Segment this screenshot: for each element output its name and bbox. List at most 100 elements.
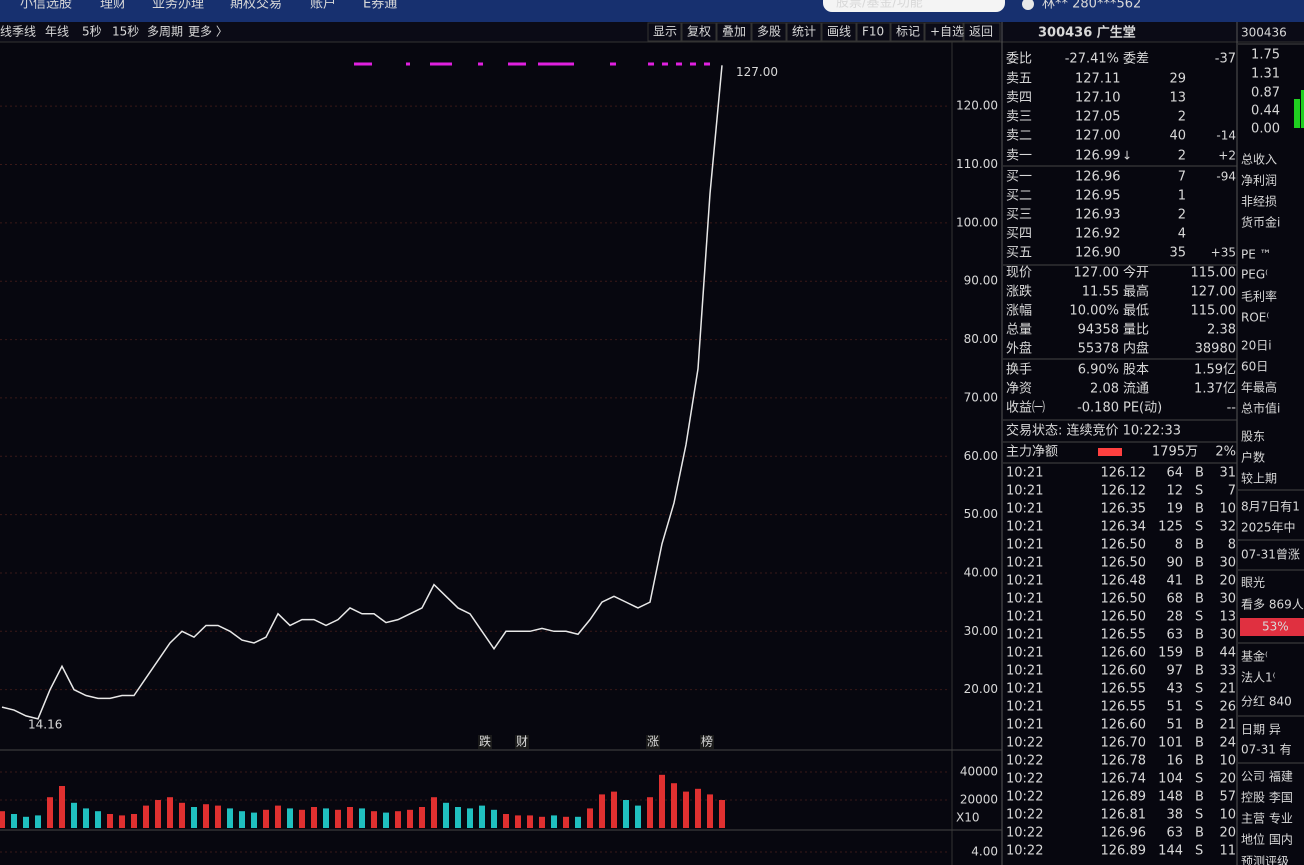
volume-bar bbox=[659, 774, 665, 828]
tool-button[interactable]: 画线 bbox=[827, 25, 851, 39]
volume-bar bbox=[539, 816, 545, 828]
tick-time: 10:21 bbox=[1006, 718, 1043, 733]
stat-value: 115.00 bbox=[1191, 304, 1237, 319]
event-label[interactable]: 涨 bbox=[647, 734, 659, 749]
tool-button[interactable]: 统计 bbox=[792, 25, 816, 39]
tool-button-frame[interactable] bbox=[963, 22, 1001, 42]
tick-volume: 125 bbox=[1158, 520, 1183, 535]
sentiment-bar bbox=[1240, 618, 1304, 636]
side-info: 看多 869人 bbox=[1241, 598, 1304, 612]
tick-price: 126.55 bbox=[1101, 682, 1147, 697]
event-badge[interactable] bbox=[478, 735, 492, 749]
tick-volume: 97 bbox=[1166, 664, 1183, 679]
main-flow-label: 主力净额 bbox=[1006, 445, 1058, 460]
volume-bar bbox=[563, 816, 569, 828]
search-box[interactable] bbox=[823, 0, 1005, 12]
event-label[interactable]: 榜 bbox=[701, 734, 713, 749]
tick-volume: 63 bbox=[1166, 628, 1183, 643]
tool-button[interactable]: 多股 bbox=[757, 25, 781, 39]
y-tick-label: 20.00 bbox=[964, 682, 998, 696]
tool-button-frame[interactable] bbox=[890, 22, 925, 42]
tool-button-frame[interactable] bbox=[647, 22, 682, 42]
tick-side: S bbox=[1195, 772, 1203, 787]
event-badge[interactable] bbox=[646, 735, 660, 749]
tool-button-frame[interactable] bbox=[856, 22, 891, 42]
tool-button[interactable]: 复权 bbox=[687, 25, 711, 39]
tick-time: 10:22 bbox=[1006, 754, 1043, 769]
side-info: 主营 专业 bbox=[1241, 811, 1293, 826]
tick-side: S bbox=[1195, 610, 1203, 625]
stat-value: 2.38 bbox=[1207, 323, 1236, 338]
stat-value: -0.180 bbox=[1077, 401, 1119, 416]
tick-volume: 8 bbox=[1175, 538, 1183, 553]
tick-price: 126.96 bbox=[1101, 826, 1147, 841]
period-button[interactable]: 15秒 bbox=[112, 25, 139, 39]
side-info: 8月7日有1 bbox=[1241, 500, 1300, 514]
tool-button[interactable]: 标记 bbox=[896, 25, 920, 39]
order-change: -14 bbox=[1216, 129, 1236, 143]
tick-price: 126.60 bbox=[1101, 646, 1147, 661]
menu-item[interactable]: E券通 bbox=[363, 0, 397, 12]
side-info: 预测评级 bbox=[1241, 855, 1289, 865]
menu-item[interactable]: 小信选股 bbox=[20, 0, 72, 12]
period-button[interactable]: 多周期 bbox=[147, 25, 183, 39]
stat-label: 收益㈠ bbox=[1006, 401, 1045, 416]
period-button[interactable]: 线 bbox=[0, 25, 12, 39]
volume-bar bbox=[323, 808, 329, 828]
event-label[interactable]: 财 bbox=[516, 735, 528, 749]
event-badge[interactable] bbox=[700, 735, 714, 749]
tick-count: 44 bbox=[1219, 646, 1236, 661]
tick-count: 10 bbox=[1219, 502, 1236, 517]
side-info: 货币金i bbox=[1241, 215, 1280, 230]
tool-button-frame[interactable] bbox=[821, 22, 857, 42]
order-price: 126.96 bbox=[1075, 170, 1121, 185]
tick-time: 10:22 bbox=[1006, 844, 1043, 859]
low-price-label: 14.16 bbox=[28, 718, 62, 732]
menu-item[interactable]: 理财 bbox=[100, 0, 126, 12]
tick-count: 32 bbox=[1219, 520, 1236, 535]
period-button[interactable]: 季线 bbox=[12, 25, 36, 39]
volume-bar bbox=[119, 815, 125, 828]
side-info: 净利润 bbox=[1241, 174, 1277, 188]
tick-side: B bbox=[1195, 466, 1204, 481]
stat-value: 127.00 bbox=[1074, 266, 1120, 281]
tool-button-frame[interactable] bbox=[924, 22, 964, 42]
tick-side: S bbox=[1195, 844, 1203, 859]
tool-button[interactable]: F10 bbox=[862, 25, 884, 39]
volume-bar bbox=[71, 802, 77, 828]
tick-volume: 43 bbox=[1166, 682, 1183, 697]
period-button[interactable]: 5秒 bbox=[82, 25, 102, 39]
period-button[interactable]: 更多 〉 bbox=[188, 25, 228, 39]
order-price: 126.92 bbox=[1075, 227, 1121, 242]
tool-button[interactable]: 返回 bbox=[969, 25, 993, 39]
volume-bar bbox=[0, 811, 5, 828]
volume-bar bbox=[275, 805, 281, 828]
tick-price: 126.48 bbox=[1101, 574, 1147, 589]
stat-label: 流通 bbox=[1123, 382, 1149, 397]
tool-button-frame[interactable] bbox=[716, 22, 752, 42]
tool-button[interactable]: 叠加 bbox=[722, 25, 746, 39]
tool-button[interactable]: +自选 bbox=[930, 25, 964, 39]
side-info: 基金⁽ bbox=[1241, 649, 1268, 664]
tick-side: B bbox=[1195, 826, 1204, 841]
event-badge[interactable] bbox=[515, 735, 529, 749]
tool-button-frame[interactable] bbox=[681, 22, 717, 42]
high-price-label: 127.00 bbox=[736, 65, 778, 79]
volume-bar bbox=[467, 808, 473, 828]
tick-price: 126.50 bbox=[1101, 610, 1147, 625]
stock-title: 300436 广生堂 bbox=[1038, 25, 1136, 41]
event-label[interactable]: 跌 bbox=[479, 734, 491, 749]
order-volume: 2 bbox=[1178, 110, 1186, 125]
menu-item[interactable]: 业务办理 bbox=[152, 0, 204, 12]
period-button[interactable]: 年线 bbox=[45, 25, 69, 39]
tick-price: 126.60 bbox=[1101, 718, 1147, 733]
menu-item[interactable]: 期权交易 bbox=[230, 0, 282, 12]
tool-button-frame[interactable] bbox=[751, 22, 787, 42]
volume-scale-label: X10 bbox=[956, 811, 980, 825]
stat-label: 最低 bbox=[1123, 304, 1149, 319]
tool-button[interactable]: 显示 bbox=[653, 25, 677, 39]
side-info: 地位 国内 bbox=[1241, 832, 1293, 847]
menu-item[interactable]: 账户 bbox=[310, 0, 336, 12]
side-info: 年最高 bbox=[1241, 380, 1277, 395]
tool-button-frame[interactable] bbox=[786, 22, 822, 42]
